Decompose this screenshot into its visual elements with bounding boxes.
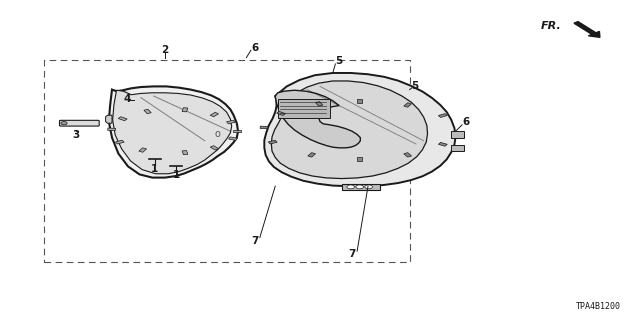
Circle shape: [61, 122, 67, 125]
Bar: [438, 142, 447, 146]
Text: 7: 7: [348, 249, 356, 260]
Polygon shape: [106, 115, 112, 123]
FancyArrow shape: [574, 22, 600, 37]
Bar: [139, 148, 147, 152]
Polygon shape: [451, 131, 464, 138]
Text: TPA4B1200: TPA4B1200: [576, 302, 621, 311]
Bar: [210, 146, 219, 150]
Bar: [276, 111, 285, 116]
Text: o: o: [214, 129, 221, 140]
Bar: [210, 112, 219, 117]
Circle shape: [347, 185, 355, 189]
Bar: [115, 140, 124, 144]
Text: 5: 5: [335, 56, 343, 67]
Text: 5: 5: [411, 81, 419, 91]
Text: FR.: FR.: [541, 20, 562, 31]
Bar: [358, 157, 362, 161]
Text: 1: 1: [151, 164, 159, 174]
Bar: [404, 153, 412, 157]
Bar: [228, 137, 237, 140]
Bar: [233, 130, 241, 132]
Polygon shape: [113, 90, 232, 174]
Bar: [108, 128, 116, 131]
Bar: [182, 108, 188, 112]
Bar: [182, 150, 188, 155]
Bar: [227, 120, 236, 124]
Text: 3: 3: [72, 130, 79, 140]
Polygon shape: [271, 81, 428, 179]
Text: 1: 1: [172, 170, 180, 180]
Bar: [316, 102, 323, 106]
Bar: [404, 103, 412, 107]
Bar: [144, 109, 151, 114]
Bar: [118, 117, 127, 121]
Bar: [278, 99, 330, 118]
Polygon shape: [451, 145, 464, 151]
Polygon shape: [275, 90, 360, 148]
Text: 6: 6: [462, 116, 470, 127]
Circle shape: [365, 185, 372, 189]
Polygon shape: [109, 86, 238, 178]
Text: 2: 2: [161, 44, 169, 55]
Bar: [308, 153, 316, 157]
Polygon shape: [264, 73, 456, 186]
Text: 7: 7: [251, 236, 259, 246]
Text: 4: 4: [123, 94, 131, 104]
Circle shape: [356, 185, 364, 189]
Bar: [342, 184, 380, 190]
Bar: [438, 114, 447, 117]
Bar: [357, 99, 362, 103]
Bar: [260, 126, 268, 129]
Bar: [268, 140, 277, 144]
FancyBboxPatch shape: [60, 120, 99, 126]
Text: 6: 6: [251, 43, 259, 53]
